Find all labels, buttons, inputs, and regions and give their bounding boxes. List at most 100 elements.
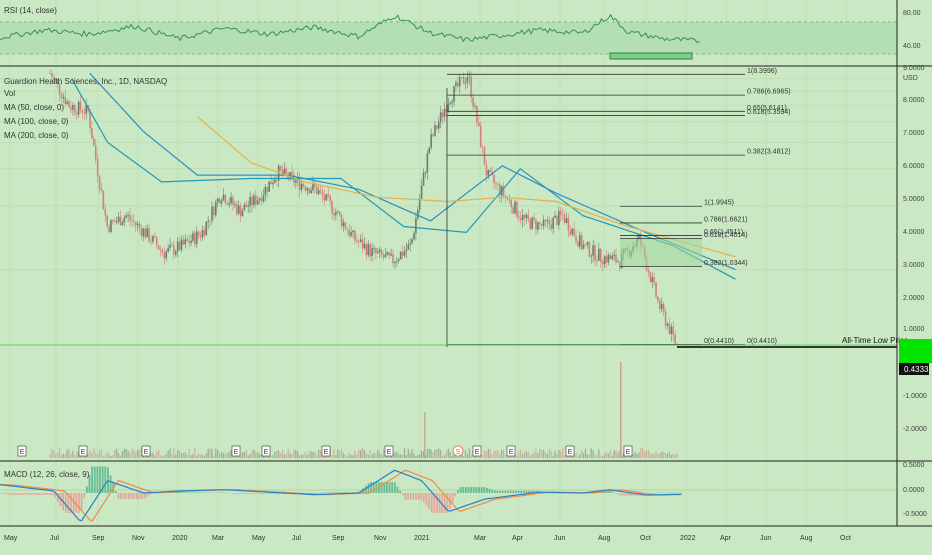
macd-histogram-bar (52, 493, 54, 495)
fib-minor-label: 0.786(1.6621) (704, 216, 748, 223)
all-time-low-annotation: All-Time Low Price (842, 336, 909, 345)
candle-body (160, 250, 162, 251)
volume-bar (436, 449, 437, 458)
volume-bar (671, 455, 672, 458)
macd-histogram-bar (46, 493, 48, 495)
macd-axis-label: -0.5000 (903, 511, 927, 518)
volume-bar (270, 456, 271, 458)
volume-bar (503, 449, 504, 458)
candle-body (247, 206, 249, 207)
candle-body (406, 250, 408, 252)
time-tick: Jun (554, 535, 565, 542)
candle-body (650, 272, 652, 282)
volume-bar (551, 451, 552, 458)
candle-body (583, 245, 585, 249)
candle-body (167, 248, 169, 252)
candle-body (442, 112, 444, 117)
candle-body (106, 215, 108, 226)
macd-histogram-bar (526, 491, 528, 493)
volume-bar (446, 451, 447, 458)
candle-body (375, 248, 377, 253)
candle-body (274, 180, 276, 183)
earnings-marker-label: E (264, 449, 269, 456)
volume-bar (400, 454, 401, 458)
rsi-highlight-box (610, 53, 692, 59)
volume-bar (495, 451, 496, 458)
macd-histogram-bar (518, 491, 520, 493)
currency-label: USD (903, 75, 918, 82)
volume-bar (469, 448, 470, 458)
macd-histogram-bar (44, 493, 46, 495)
volume-bar (347, 456, 348, 458)
macd-histogram-bar (454, 493, 456, 496)
earnings-marker-label: E (509, 449, 514, 456)
candle-body (581, 235, 583, 249)
macd-histogram-bar (20, 493, 22, 495)
volume-bar (251, 450, 252, 458)
volume-bar (150, 453, 151, 458)
volume-bar (589, 455, 590, 458)
candle-body (324, 196, 326, 201)
candle-body (72, 105, 74, 110)
volume-bar (608, 454, 609, 458)
candle-body (467, 77, 469, 82)
macd-histogram-bar (426, 493, 428, 506)
volume-bar (114, 450, 115, 458)
volume-bar (554, 451, 555, 458)
candle-body (125, 215, 127, 217)
candle-body (137, 224, 139, 225)
candle-body (608, 255, 610, 263)
fib-major-label: 0.382(3.4812) (747, 149, 791, 156)
volume-bar (280, 453, 281, 458)
volume-bar (661, 451, 662, 458)
volume-bar (676, 453, 677, 458)
candle-body (533, 218, 535, 220)
candle-body (171, 245, 173, 246)
candle-body (185, 239, 187, 244)
volume-bar (497, 450, 498, 458)
candle-body (284, 169, 286, 175)
volume-bar (335, 455, 336, 458)
candle-body (569, 231, 571, 235)
macd-histogram-bar (502, 491, 504, 493)
macd-histogram-bar (65, 493, 67, 513)
macd-histogram-bar (139, 493, 141, 499)
price-tick: 4.0000 (903, 229, 925, 236)
volume-bar (467, 454, 468, 458)
volume-bar (371, 455, 372, 458)
candle-body (280, 166, 282, 170)
volume-bar (120, 455, 121, 458)
volume-bar (602, 456, 603, 458)
candle-body (198, 232, 200, 236)
volume-bar (128, 451, 129, 458)
candle-body (228, 203, 230, 204)
candle-body (93, 139, 95, 146)
volume-bar (250, 454, 251, 458)
volume-bar (379, 453, 380, 458)
candle-body (104, 209, 106, 215)
volume-bar (370, 450, 371, 458)
candle-body (448, 104, 450, 111)
macd-histogram-bar (146, 493, 148, 496)
candle-body (371, 248, 373, 256)
candle-body (396, 261, 398, 262)
candle-body (217, 199, 219, 202)
candle-body (333, 213, 335, 215)
earnings-marker-label: E (568, 449, 573, 456)
macd-histogram-bar (410, 493, 412, 500)
volume-bar (124, 449, 125, 458)
candle-body (326, 194, 328, 200)
candle-body (434, 125, 436, 135)
volume-bar (516, 456, 517, 458)
volume-bar (303, 455, 304, 458)
fib-major-label: 1(8.3996) (747, 68, 777, 75)
volume-bar (432, 453, 433, 458)
volume-bar (162, 456, 163, 458)
candle-body (219, 199, 221, 204)
macd-histogram-bar (141, 493, 143, 499)
earnings-marker-label: E (81, 449, 86, 456)
candle-body (181, 240, 183, 251)
volume-bar (278, 451, 279, 458)
time-tick: Apr (720, 535, 732, 542)
